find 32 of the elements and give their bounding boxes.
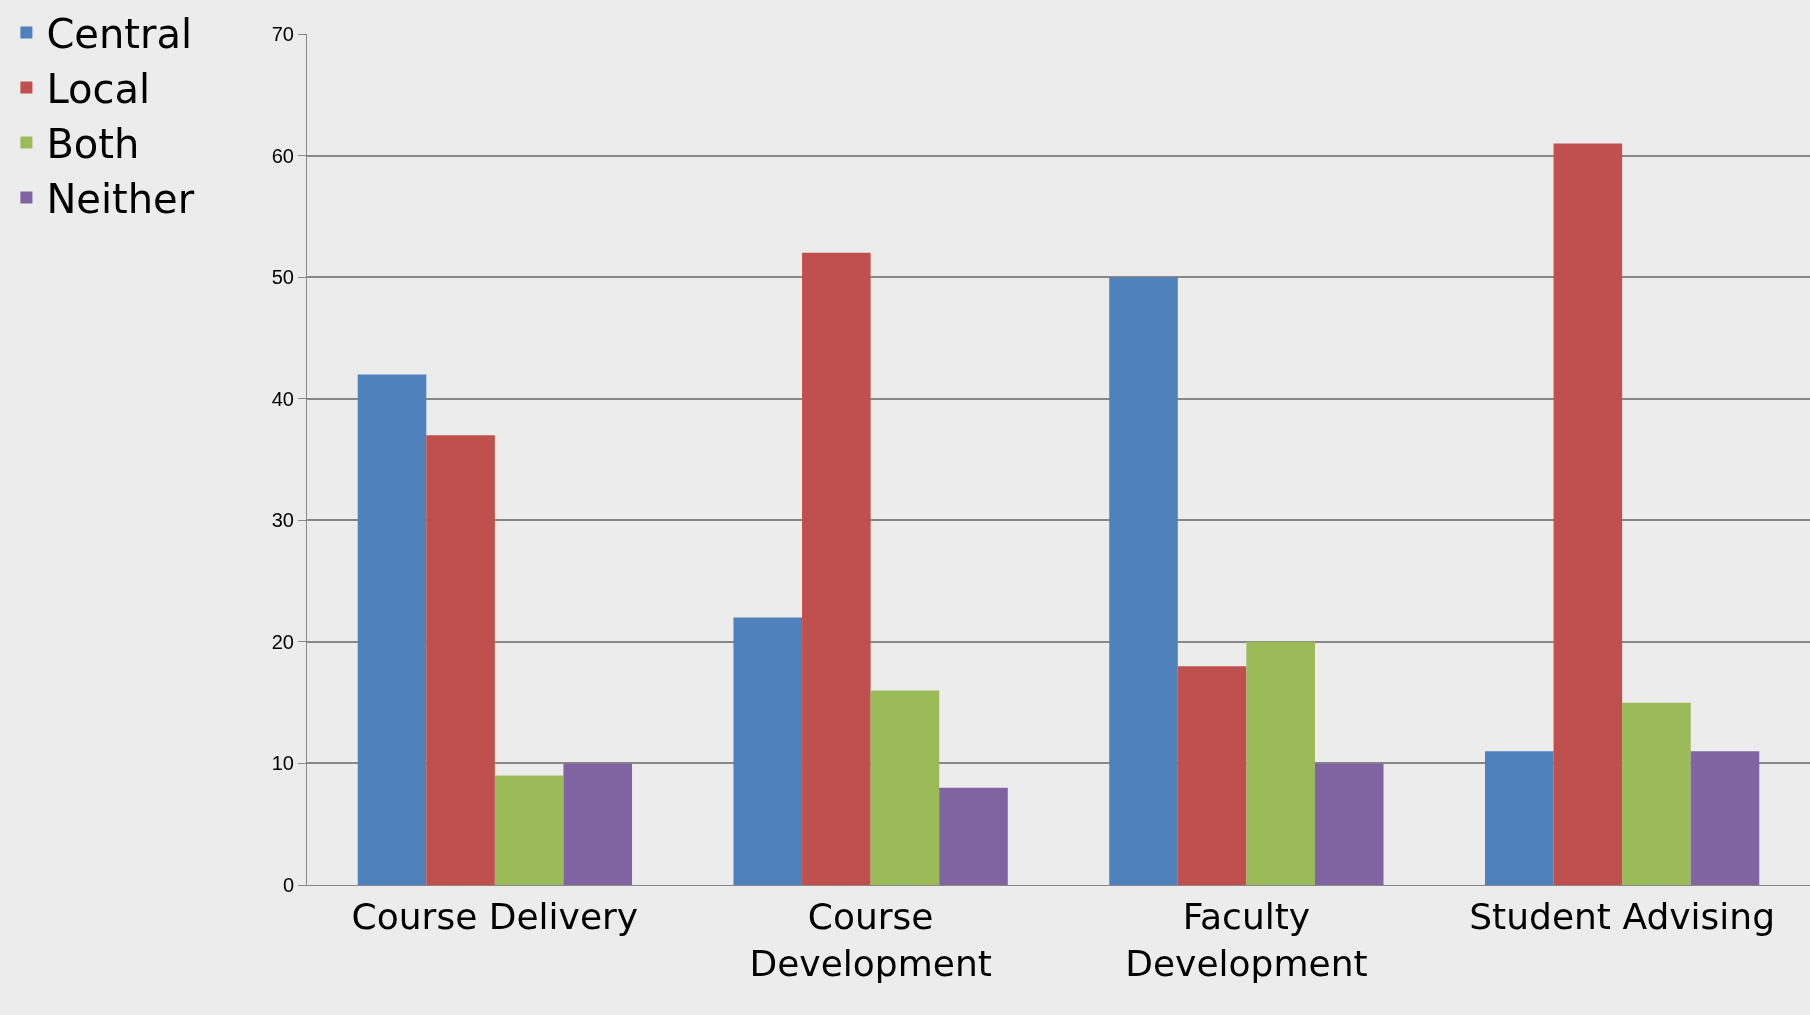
y-tick-label: 50 — [271, 266, 294, 289]
bar — [733, 617, 803, 885]
y-tick-label: 10 — [271, 752, 294, 775]
bar — [1314, 763, 1384, 885]
legend-label: Both — [46, 121, 140, 168]
y-tick-label: 30 — [271, 509, 294, 532]
bar — [494, 775, 564, 885]
bar — [426, 435, 495, 885]
y-tick-label: 0 — [282, 874, 294, 896]
y-tick-label: 60 — [271, 144, 294, 167]
x-tick-label: Course Delivery — [351, 896, 639, 938]
bar — [1246, 641, 1315, 885]
bar — [1177, 666, 1247, 885]
bar — [870, 690, 940, 885]
x-tick-label: Course Development — [749, 896, 992, 984]
x-tick-label: Faculty Development — [1125, 896, 1368, 984]
y-tick-label: 20 — [271, 630, 294, 653]
legend-label: Local — [46, 66, 151, 113]
x-tick-label: Student Advising — [1469, 896, 1776, 938]
bar — [1484, 751, 1554, 885]
bar — [802, 252, 871, 885]
bar — [1553, 143, 1623, 885]
bar — [1109, 277, 1178, 885]
y-tick-label: 70 — [271, 23, 294, 45]
bar — [939, 787, 1008, 885]
bar — [1690, 751, 1760, 885]
legend-label: Neither — [46, 176, 195, 223]
legend-label: Central — [46, 11, 193, 58]
bar — [1622, 702, 1691, 885]
y-tick-label: 40 — [271, 387, 294, 410]
bar — [563, 763, 633, 885]
bar — [357, 374, 427, 885]
